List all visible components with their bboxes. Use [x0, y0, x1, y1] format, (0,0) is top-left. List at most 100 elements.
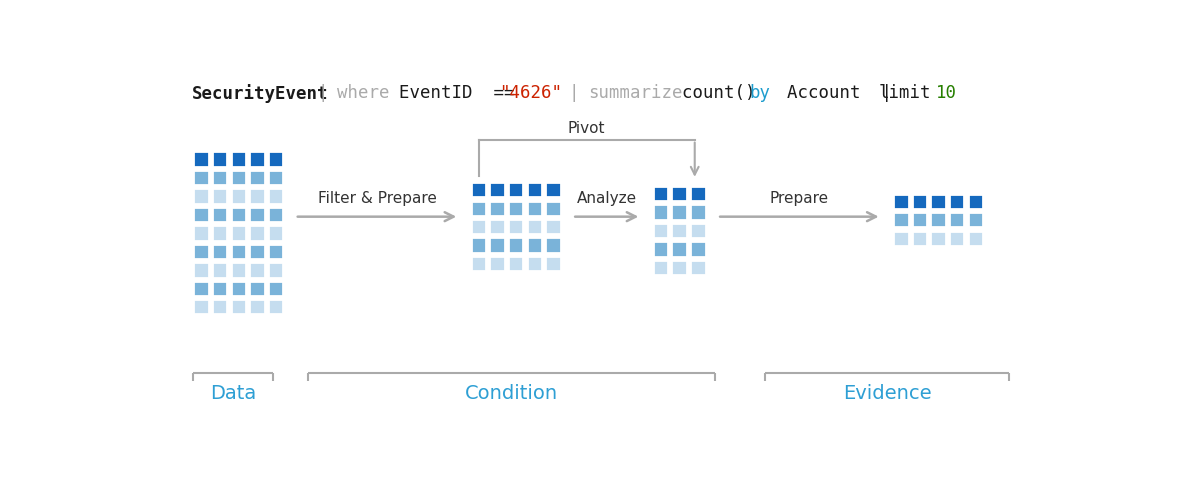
- Text: Analyze: Analyze: [576, 191, 637, 206]
- Bar: [931, 212, 946, 227]
- Bar: [267, 151, 283, 166]
- Bar: [267, 243, 283, 259]
- Bar: [894, 212, 909, 227]
- Bar: [690, 186, 705, 201]
- Bar: [911, 194, 927, 209]
- Bar: [931, 230, 946, 246]
- Bar: [489, 201, 505, 216]
- Bar: [690, 241, 705, 257]
- Text: summarize: summarize: [588, 85, 682, 103]
- Bar: [249, 299, 265, 314]
- Bar: [508, 256, 524, 271]
- Bar: [249, 207, 265, 222]
- Bar: [471, 219, 487, 234]
- Bar: [508, 182, 524, 197]
- Bar: [690, 223, 705, 238]
- Bar: [545, 201, 561, 216]
- Bar: [968, 194, 983, 209]
- Bar: [193, 151, 209, 166]
- Bar: [193, 188, 209, 204]
- Bar: [193, 281, 209, 296]
- Bar: [526, 256, 542, 271]
- Bar: [894, 230, 909, 246]
- Bar: [230, 151, 246, 166]
- Text: |: |: [297, 85, 350, 103]
- Bar: [968, 212, 983, 227]
- Bar: [968, 230, 983, 246]
- Bar: [545, 256, 561, 271]
- Bar: [193, 170, 209, 185]
- Bar: [526, 219, 542, 234]
- Bar: [508, 237, 524, 253]
- Bar: [249, 225, 265, 240]
- Bar: [230, 243, 246, 259]
- Text: 10: 10: [935, 85, 957, 103]
- Bar: [948, 194, 964, 209]
- Bar: [193, 225, 209, 240]
- Bar: [911, 230, 927, 246]
- Bar: [471, 237, 487, 253]
- Bar: [489, 219, 505, 234]
- Text: Condition: Condition: [465, 384, 558, 403]
- Bar: [931, 194, 946, 209]
- Bar: [212, 151, 228, 166]
- Bar: [212, 225, 228, 240]
- Bar: [267, 225, 283, 240]
- Bar: [911, 212, 927, 227]
- Text: by: by: [749, 85, 771, 103]
- Text: Filter & Prepare: Filter & Prepare: [317, 191, 437, 206]
- Text: Account  |: Account |: [766, 85, 913, 103]
- Bar: [267, 207, 283, 222]
- Bar: [267, 188, 283, 204]
- Bar: [948, 212, 964, 227]
- Bar: [267, 170, 283, 185]
- Text: limit: limit: [879, 85, 932, 103]
- Bar: [230, 281, 246, 296]
- Bar: [212, 243, 228, 259]
- Bar: [672, 260, 687, 275]
- Text: Prepare: Prepare: [769, 191, 829, 206]
- Bar: [672, 223, 687, 238]
- Bar: [249, 243, 265, 259]
- Bar: [653, 186, 668, 201]
- Bar: [230, 299, 246, 314]
- Text: SecurityEvent: SecurityEvent: [192, 84, 328, 103]
- Bar: [212, 281, 228, 296]
- Text: EventID  ==: EventID ==: [378, 85, 536, 103]
- Bar: [212, 299, 228, 314]
- Bar: [212, 170, 228, 185]
- Bar: [230, 170, 246, 185]
- Bar: [267, 262, 283, 278]
- Bar: [672, 241, 687, 257]
- Bar: [672, 204, 687, 220]
- Bar: [193, 262, 209, 278]
- Bar: [526, 182, 542, 197]
- Bar: [948, 230, 964, 246]
- Bar: [508, 219, 524, 234]
- Bar: [249, 188, 265, 204]
- Bar: [193, 207, 209, 222]
- Bar: [508, 201, 524, 216]
- Bar: [267, 299, 283, 314]
- Bar: [489, 237, 505, 253]
- Text: |: |: [548, 85, 600, 103]
- Bar: [690, 260, 705, 275]
- Text: Pivot: Pivot: [568, 121, 605, 136]
- Bar: [894, 194, 909, 209]
- Bar: [545, 182, 561, 197]
- Bar: [230, 188, 246, 204]
- Bar: [545, 237, 561, 253]
- Bar: [193, 299, 209, 314]
- Text: "4626": "4626": [499, 85, 562, 103]
- Bar: [212, 207, 228, 222]
- Bar: [267, 281, 283, 296]
- Bar: [653, 223, 668, 238]
- Text: where: where: [338, 85, 390, 103]
- Text: Evidence: Evidence: [843, 384, 932, 403]
- Bar: [230, 262, 246, 278]
- Bar: [471, 256, 487, 271]
- Bar: [489, 182, 505, 197]
- Bar: [690, 204, 705, 220]
- Bar: [212, 262, 228, 278]
- Text: count(): count(): [661, 85, 755, 103]
